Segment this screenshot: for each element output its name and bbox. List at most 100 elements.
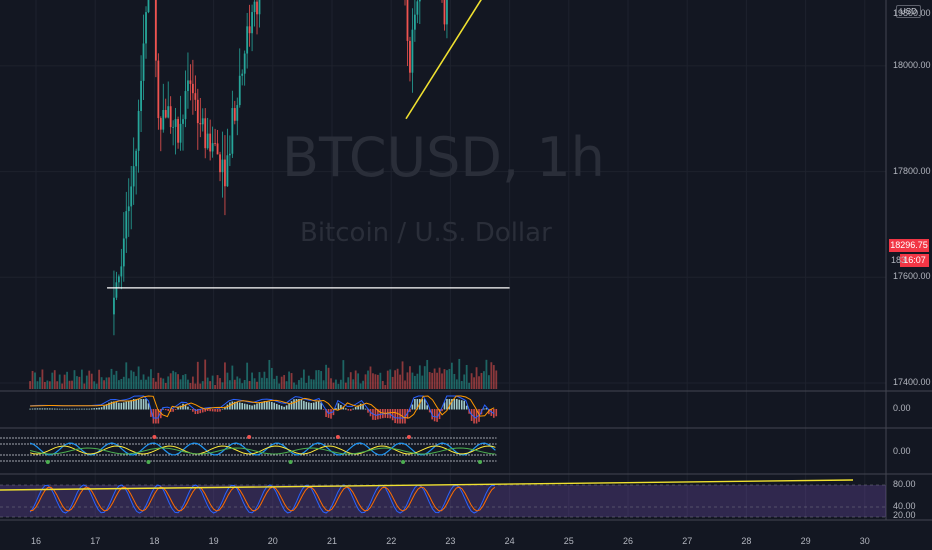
macd-histogram-bar	[411, 404, 414, 410]
candle-body	[446, 0, 448, 25]
volume-bar	[475, 367, 478, 389]
volume-bar	[39, 377, 41, 389]
volume-bar	[418, 365, 421, 389]
volume-bar	[201, 381, 204, 389]
volume-bar	[470, 373, 473, 389]
macd-histogram-bar	[372, 409, 374, 420]
volume-bar	[310, 379, 313, 389]
candle-body	[187, 80, 189, 92]
macd-histogram-bar	[453, 399, 456, 410]
macd-histogram-bar	[123, 402, 125, 410]
volume-bar	[41, 369, 44, 389]
macd-histogram-bar	[108, 402, 110, 410]
candle-body	[238, 75, 241, 106]
time-tick-label: 28	[741, 536, 752, 546]
volume-bar	[487, 375, 490, 389]
macd-histogram-bar	[182, 403, 184, 410]
volume-bar	[285, 381, 288, 389]
volume-bar	[347, 377, 350, 389]
macd-histogram-bar	[174, 409, 177, 410]
volume-bar	[182, 375, 184, 389]
volume-bar	[468, 382, 471, 389]
macd-histogram-bar	[219, 409, 221, 412]
macd-histogram-bar	[221, 408, 224, 410]
macd-histogram-bar	[130, 400, 133, 410]
macd-histogram-bar	[199, 409, 202, 414]
macd-histogram-bar	[95, 407, 98, 410]
candle-body	[191, 83, 194, 94]
oscillator-sell-dot	[152, 435, 157, 439]
volume-bar	[206, 377, 209, 389]
volume-bar	[463, 374, 466, 389]
macd-histogram-bar	[142, 399, 145, 410]
oscillator-line-green	[29, 447, 496, 455]
time-tick-label: 18	[149, 536, 160, 546]
macd-histogram-bar	[253, 404, 256, 410]
volume-bar	[219, 378, 221, 389]
time-tick-label: 20	[267, 536, 278, 546]
macd-histogram-bar	[278, 404, 281, 410]
pattern-drawings[interactable]	[107, 0, 628, 289]
candle-body	[246, 26, 249, 54]
volume-bar	[290, 373, 293, 389]
macd-histogram-bar	[426, 405, 429, 410]
volume-bar	[369, 366, 372, 389]
volume-bar	[233, 379, 236, 389]
volume-bar	[372, 373, 374, 389]
volume-bar	[342, 360, 345, 389]
volume-bar	[122, 376, 125, 389]
volume-bar	[307, 375, 310, 389]
candle-body	[147, 0, 150, 13]
volume-bar	[117, 380, 120, 389]
volume-bar	[367, 370, 369, 389]
macd-histogram-bar	[345, 408, 347, 410]
macd-histogram-bar	[325, 409, 327, 417]
volume-bar	[159, 377, 162, 389]
volume-bar	[428, 372, 431, 389]
candle-body	[411, 29, 414, 73]
macd-histogram-bar	[421, 399, 424, 410]
volume-bar	[93, 381, 96, 389]
macd-histogram-bar	[340, 405, 342, 410]
macd-histogram-bar	[451, 399, 453, 410]
candle-body	[233, 108, 236, 121]
currency-label[interactable]: USD	[896, 5, 921, 18]
macd-histogram-bar	[315, 401, 318, 410]
volume-bar	[34, 372, 36, 389]
volume-bar	[194, 383, 197, 389]
volume-bar	[320, 371, 323, 389]
macd-histogram-bar	[214, 409, 216, 412]
macd-histogram-bar	[275, 403, 278, 410]
macd-histogram-bar	[354, 407, 357, 410]
macd-histogram-bar	[29, 408, 31, 410]
volume-bar	[58, 374, 61, 389]
volume-bar	[204, 359, 207, 389]
volume-bar	[305, 382, 308, 389]
volume-bar	[221, 382, 224, 389]
macd-histogram-bar	[295, 399, 298, 410]
volume-bar	[275, 375, 278, 389]
macd-histogram-bar	[39, 408, 41, 410]
macd-histogram-bar	[234, 401, 236, 410]
volume-bar	[396, 368, 399, 389]
macd-histogram-bar	[184, 404, 187, 410]
volume-bar	[344, 382, 347, 389]
candle-body	[236, 105, 239, 121]
macd-histogram-bar	[362, 405, 364, 410]
macd-histogram-bar	[261, 401, 263, 410]
macd-histogram-bar	[488, 409, 490, 415]
volume-bar	[312, 379, 315, 389]
rsi-tick-label: 40.00	[893, 501, 916, 511]
macd-histogram-bar	[164, 409, 167, 411]
macd-histogram-bar	[120, 402, 123, 410]
time-tick-label: 26	[623, 536, 634, 546]
macd-histogram-bar	[357, 405, 359, 410]
pane-borders	[0, 0, 932, 521]
macd-histogram-bar	[135, 399, 137, 410]
macd-histogram-bar	[100, 407, 103, 410]
volume-bar	[150, 369, 152, 389]
macd-histogram-bar	[458, 399, 461, 410]
volume-bar	[359, 383, 362, 389]
macd-histogram-bar	[49, 408, 51, 410]
